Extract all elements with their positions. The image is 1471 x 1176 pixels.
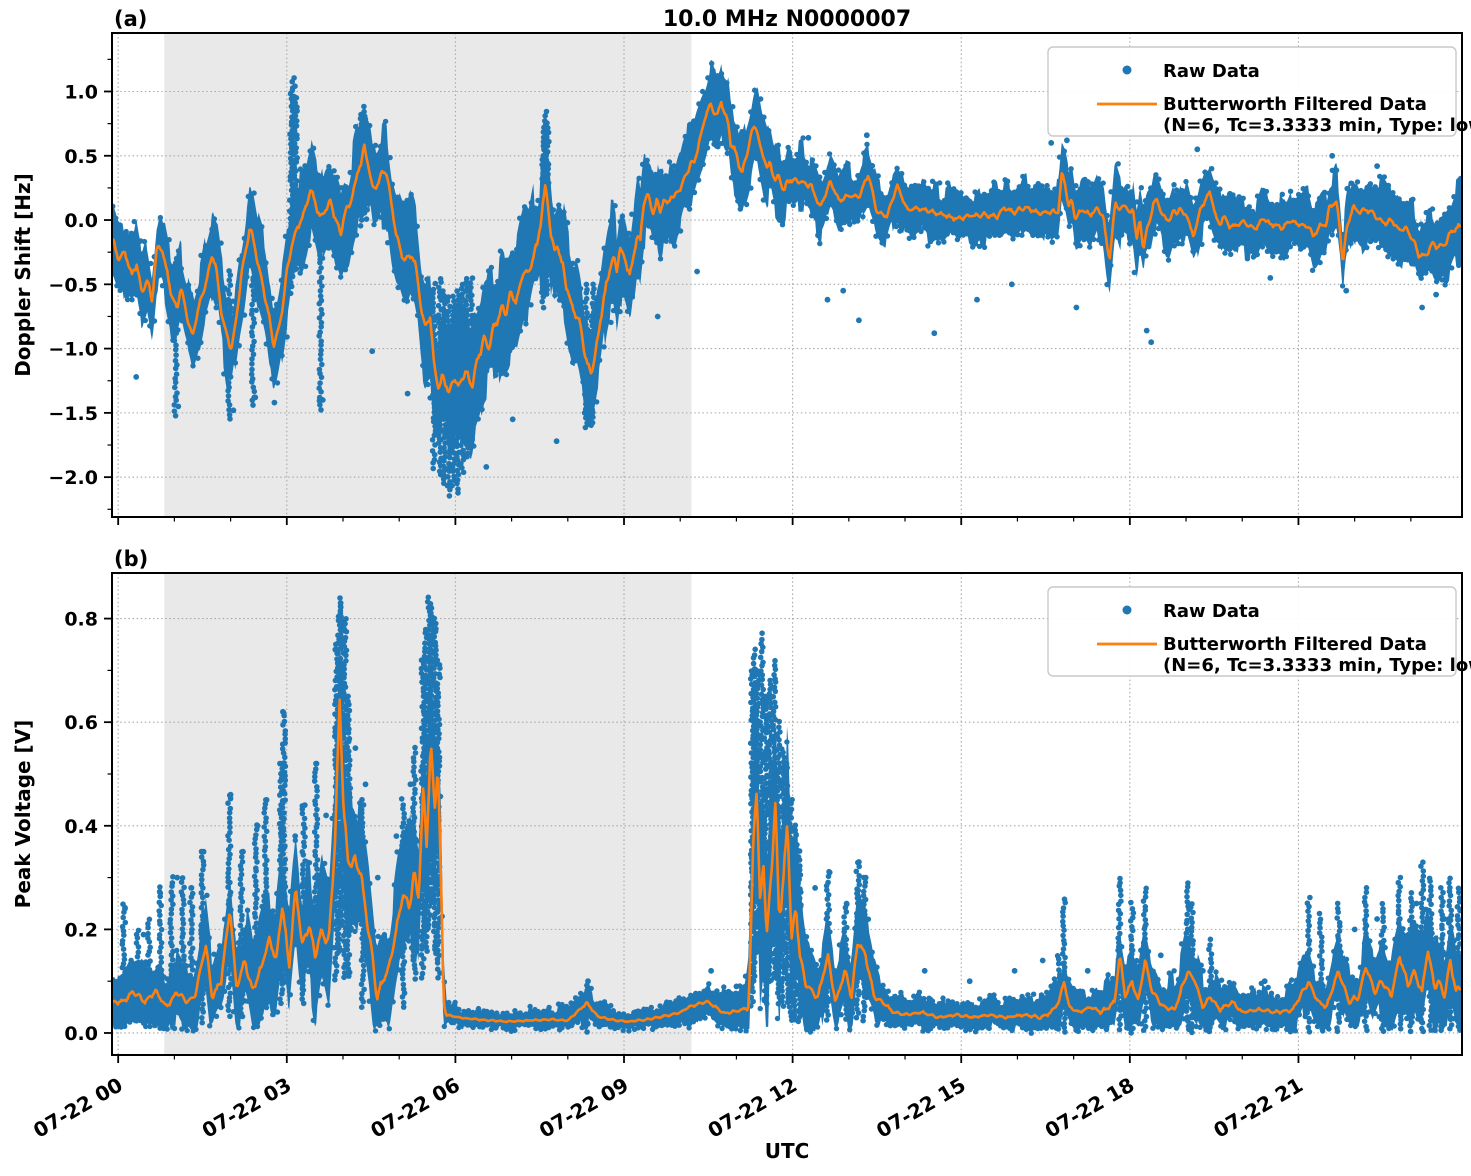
x-tick-label: 07-22 18	[1041, 1073, 1139, 1143]
x-axis-label: UTC	[765, 1139, 810, 1163]
legend-filtered-label-line2: (N=6, Tc=3.3333 min, Type: low)	[1163, 115, 1471, 136]
legend-filtered-label-line2: (N=6, Tc=3.3333 min, Type: low)	[1163, 655, 1471, 676]
x-tick-label: 07-22 06	[366, 1073, 464, 1143]
x-tick-label: 07-22 03	[198, 1073, 296, 1143]
y-tick-label: −1.0	[48, 339, 98, 361]
x-tick-label: 07-22 09	[535, 1073, 633, 1143]
y-tick-label: 0.0	[64, 1023, 98, 1045]
x-tick-label: 07-22 00	[29, 1073, 127, 1143]
panel-b-label: (b)	[114, 547, 148, 571]
panel-a-label: (a)	[114, 7, 147, 31]
x-tick-label: 07-22 21	[1209, 1073, 1307, 1143]
panel-b: 0.8 0.6 0.4 0.2 0.0 07-22 00 07-22 03 07-22 06 0…	[29, 573, 1471, 1143]
y-tick-label: −2.0	[48, 467, 98, 489]
y-tick-label: 0.0	[64, 210, 98, 232]
y-tick-label: 1.0	[64, 81, 98, 103]
y-tick-label: 0.2	[64, 919, 98, 941]
x-tick-label: 07-22 15	[872, 1073, 970, 1143]
y-tick-label: 0.5	[64, 146, 98, 168]
y-axis-label-b: Peak Voltage [V]	[11, 720, 35, 909]
y-tick-label: −1.5	[48, 403, 98, 425]
panel-a: 1.0 0.5 0.0 −0.5 −1.0 −1.5 −2.0 Raw Data Butterw…	[48, 33, 1471, 525]
y-tick-label: 0.6	[64, 712, 98, 734]
plots-layer: 1.0 0.5 0.0 −0.5 −1.0 −1.5 −2.0 Raw Data Butterw…	[29, 33, 1471, 1143]
figure-title: 10.0 MHz N0000007	[663, 7, 911, 32]
legend-filtered-label-line1: Butterworth Filtered Data	[1163, 634, 1427, 655]
legend-raw-marker	[1123, 606, 1132, 615]
y-tick-label: −0.5	[48, 274, 98, 296]
y-tick-label: 0.8	[64, 609, 98, 631]
legend-raw-label: Raw Data	[1163, 601, 1260, 622]
legend-filtered-label-line1: Butterworth Filtered Data	[1163, 94, 1427, 115]
legend-raw-marker	[1123, 66, 1132, 75]
y-tick-label: 0.4	[64, 816, 98, 838]
x-tick-label: 07-22 12	[704, 1073, 802, 1143]
legend-raw-label: Raw Data	[1163, 61, 1260, 82]
y-axis-label-a: Doppler Shift [Hz]	[11, 173, 35, 377]
